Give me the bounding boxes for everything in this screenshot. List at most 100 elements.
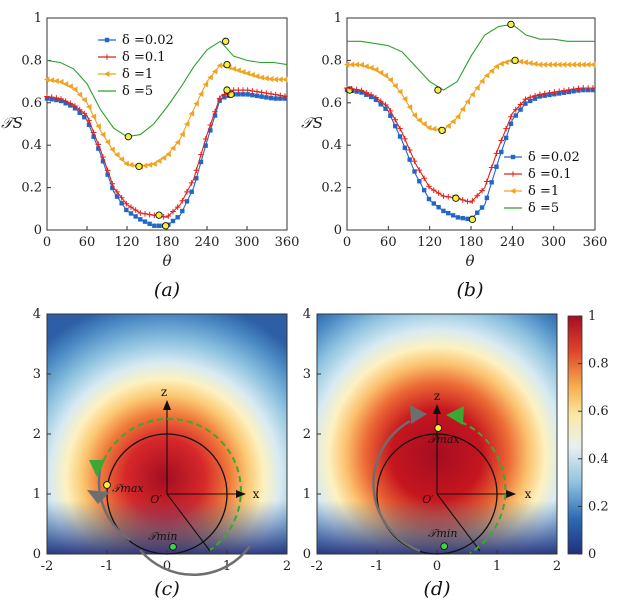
series-marker-1 bbox=[86, 117, 92, 124]
series-marker-0 bbox=[180, 208, 185, 214]
x-tick-label: 180 bbox=[155, 235, 180, 250]
series-marker-0 bbox=[450, 213, 456, 218]
series-marker-0 bbox=[523, 101, 528, 106]
series-marker-2 bbox=[44, 76, 50, 83]
legend-marker-1 bbox=[104, 54, 110, 60]
series-marker-2 bbox=[503, 59, 509, 66]
series-marker-2 bbox=[445, 122, 451, 129]
series-marker-2 bbox=[377, 69, 384, 76]
z-label-c: z bbox=[161, 385, 167, 399]
series-marker-0 bbox=[446, 210, 451, 216]
series-marker-1 bbox=[537, 91, 543, 98]
series-marker-1 bbox=[179, 197, 186, 204]
legend-label-2: δ =1 bbox=[122, 67, 153, 82]
series-marker-0 bbox=[532, 96, 538, 101]
series-marker-0 bbox=[508, 121, 514, 126]
tmax-label-d: 𝒯max bbox=[428, 433, 460, 446]
tmax-label-c: 𝒯max bbox=[112, 482, 144, 495]
legend-label-3: δ =5 bbox=[528, 201, 559, 216]
series-marker-1 bbox=[546, 90, 553, 96]
legend-label-0: δ =0.02 bbox=[122, 33, 174, 48]
legend-label-2: δ =1 bbox=[528, 184, 559, 199]
series-marker-1 bbox=[517, 101, 524, 108]
series-marker-1 bbox=[493, 150, 500, 157]
x-tick-label: 120 bbox=[115, 235, 140, 250]
colorbar-tick-label: 0.4 bbox=[588, 452, 609, 467]
z-arrowhead-c bbox=[163, 400, 171, 410]
x-axis-label-a: θ bbox=[162, 252, 171, 270]
series-marker-0 bbox=[119, 201, 124, 206]
series-marker-2 bbox=[104, 139, 111, 146]
series-marker-0 bbox=[100, 159, 106, 164]
series-marker-0 bbox=[378, 102, 383, 107]
series-marker-1 bbox=[479, 187, 485, 194]
series-marker-1 bbox=[114, 189, 120, 195]
series-marker-2 bbox=[160, 154, 167, 161]
series-marker-1 bbox=[193, 167, 200, 174]
series-marker-0 bbox=[460, 215, 465, 221]
series-marker-1 bbox=[254, 88, 260, 95]
line-chart-a: 0 60 120 180 240 300 360 0 0.2 0.4 0.6 0.8 1 θ 𝒯S (a… bbox=[1, 11, 299, 301]
series-marker-1 bbox=[244, 87, 251, 93]
green-arrow-c bbox=[89, 460, 105, 477]
y-tick-label: 0 bbox=[34, 223, 42, 238]
series-marker-2 bbox=[493, 63, 499, 70]
series-marker-2 bbox=[109, 146, 115, 153]
legend-label-0: δ =0.02 bbox=[528, 150, 580, 165]
series-marker-1 bbox=[566, 87, 572, 93]
series-marker-1 bbox=[67, 100, 74, 107]
highlight-point bbox=[507, 20, 515, 29]
series-marker-2 bbox=[425, 124, 432, 131]
series-marker-0 bbox=[268, 95, 274, 101]
series-marker-1 bbox=[100, 154, 106, 160]
series-marker-2 bbox=[546, 61, 553, 68]
series-marker-0 bbox=[397, 134, 403, 139]
series-marker-0 bbox=[407, 157, 412, 162]
series-marker-1 bbox=[137, 210, 144, 216]
series-marker-2 bbox=[416, 117, 422, 124]
series-marker-2 bbox=[249, 71, 255, 78]
series-marker-1 bbox=[522, 96, 529, 103]
series-marker-2 bbox=[244, 70, 251, 77]
series-marker-2 bbox=[90, 113, 97, 120]
series-marker-2 bbox=[272, 76, 279, 83]
y-tick-label: 4 bbox=[303, 307, 311, 322]
series-marker-0 bbox=[91, 134, 96, 139]
highlight-point bbox=[124, 133, 132, 141]
series-marker-0 bbox=[96, 146, 101, 151]
series-marker-1 bbox=[411, 158, 418, 164]
colorbar-gradient bbox=[567, 315, 583, 555]
x-label-d: x bbox=[525, 487, 532, 501]
series-marker-1 bbox=[459, 197, 466, 203]
series-marker-2 bbox=[282, 76, 288, 83]
series-marker-2 bbox=[459, 106, 466, 113]
grey-arrow-d bbox=[410, 405, 427, 424]
series-marker-0 bbox=[194, 176, 199, 181]
series-marker-0 bbox=[124, 207, 129, 213]
series-marker-2 bbox=[358, 61, 364, 68]
series-marker-2 bbox=[363, 63, 369, 70]
series-marker-1 bbox=[72, 103, 78, 109]
series-marker-1 bbox=[184, 189, 190, 195]
series-marker-1 bbox=[474, 192, 480, 199]
tmin-label-c: 𝒯min bbox=[148, 530, 177, 543]
y-tick-label: 0.4 bbox=[321, 138, 342, 153]
series-marker-1 bbox=[132, 207, 139, 213]
series-marker-2 bbox=[202, 81, 209, 88]
series-marker-2 bbox=[268, 76, 274, 83]
series-marker-1 bbox=[464, 198, 471, 205]
series-marker-2 bbox=[344, 61, 350, 68]
series-marker-1 bbox=[498, 137, 505, 144]
series-marker-0 bbox=[128, 211, 134, 216]
series-marker-1 bbox=[263, 90, 270, 96]
series-marker-0 bbox=[250, 92, 255, 98]
series-marker-1 bbox=[575, 85, 582, 92]
tmin-label-d: 𝒯min bbox=[428, 527, 457, 540]
tmin-point bbox=[169, 542, 177, 551]
series-marker-2 bbox=[469, 91, 475, 98]
series-marker-2 bbox=[188, 110, 195, 117]
heat-floor-c bbox=[47, 500, 287, 554]
series-marker-2 bbox=[128, 161, 134, 168]
series-marker-1 bbox=[541, 90, 548, 97]
series-marker-2 bbox=[575, 61, 581, 68]
